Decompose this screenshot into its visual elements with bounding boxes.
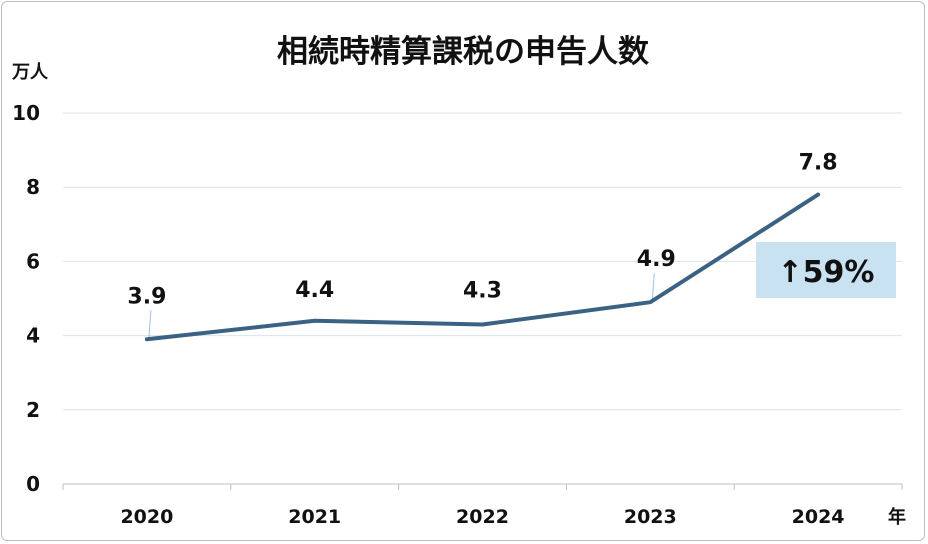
callout-box [756,242,896,298]
x-tick-label: 2020 [120,506,173,528]
data-label: 7.8 [799,151,838,176]
y-tick-label: 6 [26,249,40,273]
y-tick-label: 2 [26,398,40,422]
y-tick-label: 0 [26,472,40,496]
y-tick-label: 4 [26,324,40,348]
gridlines [63,112,902,411]
x-axis-unit: 年 [888,506,906,528]
data-label: 3.9 [127,284,166,309]
data-label: 4.3 [463,278,502,303]
x-tick-label: 2023 [624,506,677,528]
leader-line [148,310,152,338]
x-tick-label: 2022 [456,506,509,528]
y-axis-ticks: 0 2 4 6 8 10 [12,101,40,496]
x-axis-ticks: 2020 2021 2022 2023 2024 [120,506,844,528]
x-tick-label: 2021 [288,506,341,528]
y-axis-unit: 万人 [11,62,49,83]
y-tick-label: 10 [12,101,40,125]
data-label: 4.4 [295,278,334,303]
callout-text: ↑59% [778,255,875,290]
data-label: 4.9 [637,247,676,272]
leader-line [651,273,655,301]
x-tick-label: 2024 [792,506,845,528]
x-axis [62,483,903,490]
y-tick-label: 8 [26,175,40,199]
label-leader-lines [148,273,655,338]
series-line [144,192,821,342]
data-labels: 3.9 4.4 4.3 4.9 7.8 [127,151,837,310]
chart-title: 相続時精算課税の申告人数 [277,34,649,70]
